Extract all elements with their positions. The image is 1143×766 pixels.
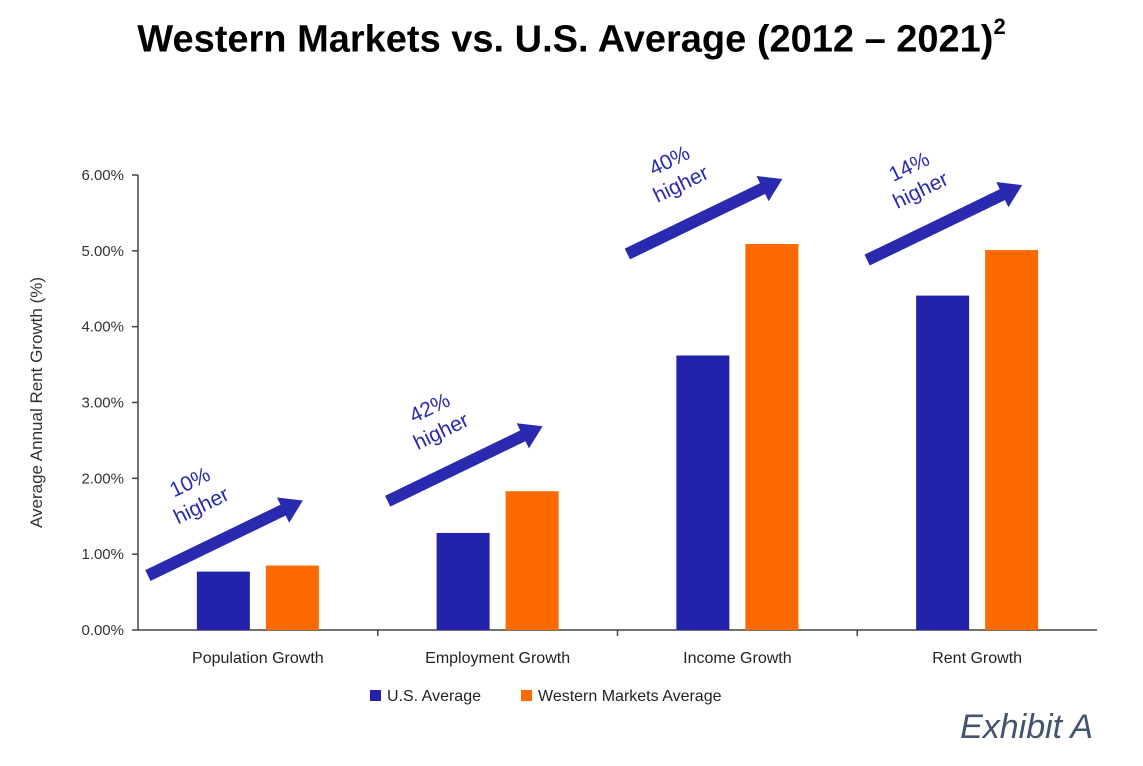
chart-title: Western Markets vs. U.S. Average (2012 –… [0, 14, 1143, 62]
annotation-arrow-head [996, 182, 1023, 208]
annotation-arrow-shaft [385, 428, 530, 507]
bar-western-average [505, 491, 559, 630]
annotation-arrow-shaft [864, 187, 1009, 266]
x-tick-label: Rent Growth [932, 650, 1022, 667]
annotation-arrow-head [276, 497, 303, 523]
x-tick-label: Employment Growth [425, 650, 570, 667]
legend-label: U.S. Average [387, 688, 481, 705]
bar-western-average [745, 244, 799, 630]
y-tick-label: 5.00% [81, 243, 124, 260]
bar-us-average [436, 532, 490, 630]
annotation-arrow-head [516, 423, 543, 449]
y-tick-label: 6.00% [81, 167, 124, 184]
y-tick-label: 0.00% [81, 622, 124, 639]
legend-swatch [521, 690, 532, 701]
y-tick-label: 4.00% [81, 319, 124, 336]
bar-western-average [985, 250, 1039, 630]
bar-us-average [676, 355, 730, 630]
bar-western-average [265, 565, 319, 630]
x-tick-label: Population Growth [192, 650, 324, 667]
annotation-arrow-shaft [145, 502, 290, 581]
annotation-arrow-head [756, 175, 783, 202]
chart-title-text: Western Markets vs. U.S. Average (2012 –… [137, 18, 994, 61]
annotation-arrow-shaft [624, 181, 769, 260]
legend-label: Western Markets Average [538, 688, 722, 705]
y-axis-label: Average Annual Rent Growth (%) [27, 277, 46, 528]
x-tick-label: Income Growth [683, 650, 791, 667]
y-tick-label: 2.00% [81, 470, 124, 487]
bar-us-average [196, 571, 250, 630]
y-tick-label: 1.00% [81, 546, 124, 563]
bar-us-average [916, 295, 970, 630]
legend-swatch [370, 690, 381, 701]
y-tick-label: 3.00% [81, 395, 124, 412]
chart-title-superscript: 2 [993, 14, 1006, 39]
exhibit-label: Exhibit A [960, 708, 1093, 746]
